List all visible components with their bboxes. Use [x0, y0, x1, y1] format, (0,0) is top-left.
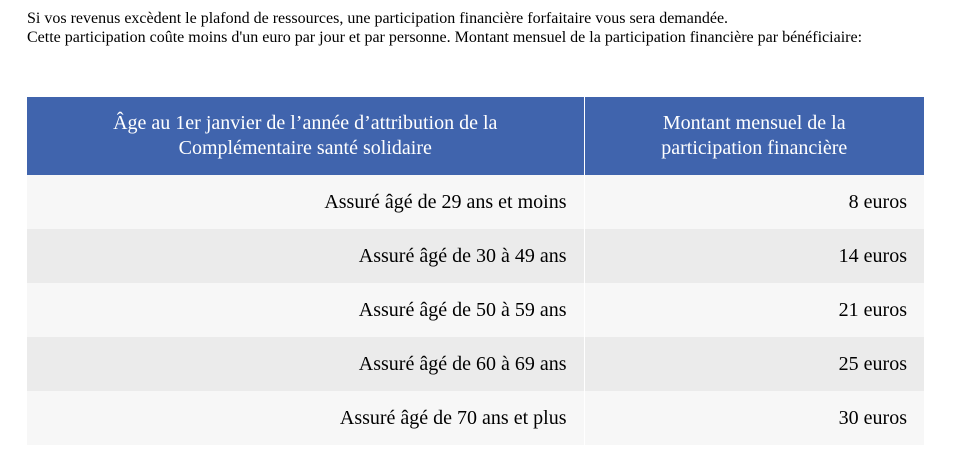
age-column-header: Âge au 1er janvier de l’année d’attribut… — [27, 97, 585, 175]
table-row: Assuré âgé de 29 ans et moins 8 euros — [27, 175, 924, 229]
table-row: Assuré âgé de 30 à 49 ans 14 euros — [27, 229, 924, 283]
age-cell: Assuré âgé de 70 ans et plus — [27, 391, 585, 445]
age-cell: Assuré âgé de 60 à 69 ans — [27, 337, 585, 391]
participation-table: Âge au 1er janvier de l’année d’attribut… — [27, 97, 924, 445]
intro-text: Si vos revenus excèdent le plafond de re… — [27, 9, 937, 47]
age-cell: Assuré âgé de 50 à 59 ans — [27, 283, 585, 337]
amount-column-header: Montant mensuel de la participation fina… — [584, 97, 924, 175]
table-row: Assuré âgé de 50 à 59 ans 21 euros — [27, 283, 924, 337]
table-row: Assuré âgé de 70 ans et plus 30 euros — [27, 391, 924, 445]
amount-cell: 8 euros — [584, 175, 924, 229]
intro-paragraph-2: Cette participation coûte moins d'un eur… — [27, 29, 863, 46]
age-cell: Assuré âgé de 30 à 49 ans — [27, 229, 585, 283]
amount-cell: 14 euros — [584, 229, 924, 283]
amount-cell: 25 euros — [584, 337, 924, 391]
amount-cell: 30 euros — [584, 391, 924, 445]
age-cell: Assuré âgé de 29 ans et moins — [27, 175, 585, 229]
table-row: Assuré âgé de 60 à 69 ans 25 euros — [27, 337, 924, 391]
table-header-row: Âge au 1er janvier de l’année d’attribut… — [27, 97, 924, 175]
amount-cell: 21 euros — [584, 283, 924, 337]
intro-paragraph-1: Si vos revenus excèdent le plafond de re… — [27, 10, 729, 27]
